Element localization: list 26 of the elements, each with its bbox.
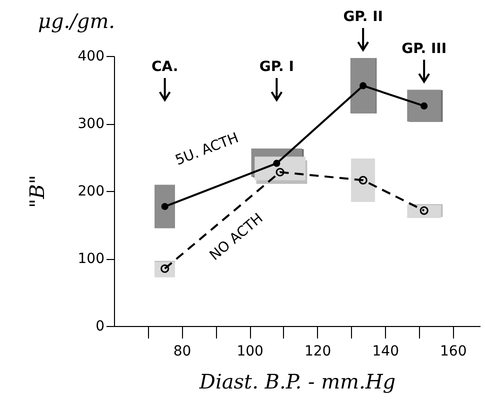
x-axis-title: Diast. B.P. - mm.Hg <box>198 370 396 394</box>
x-tick-label: 120 <box>304 344 332 360</box>
point <box>358 176 368 184</box>
point <box>273 160 280 167</box>
point <box>360 82 367 90</box>
chart-title: μg./gm. <box>38 9 116 33</box>
text: 5U. ACTH <box>173 130 241 169</box>
annotation: GP. I <box>259 59 294 75</box>
x-tick-label: 100 <box>236 344 264 360</box>
y-tick-label: 100 <box>78 251 104 267</box>
annotation: CA. <box>151 59 178 75</box>
y-tick-label: 0 <box>96 318 104 334</box>
y-tick-label: 400 <box>78 48 104 64</box>
y-tick-label: 200 <box>78 184 104 200</box>
point <box>420 102 428 110</box>
annotation: GP. III <box>402 40 447 57</box>
x-tick-label: 160 <box>440 344 467 360</box>
y-axis-title: "B" <box>24 174 49 208</box>
point <box>160 264 170 273</box>
point <box>276 168 284 176</box>
y-tick-label: 300 <box>78 116 104 132</box>
point <box>161 202 168 210</box>
x-tick-label: 140 <box>372 344 399 360</box>
point <box>420 206 428 215</box>
x-tick-label: 80 <box>173 344 192 360</box>
text: GP. II <box>343 9 383 26</box>
